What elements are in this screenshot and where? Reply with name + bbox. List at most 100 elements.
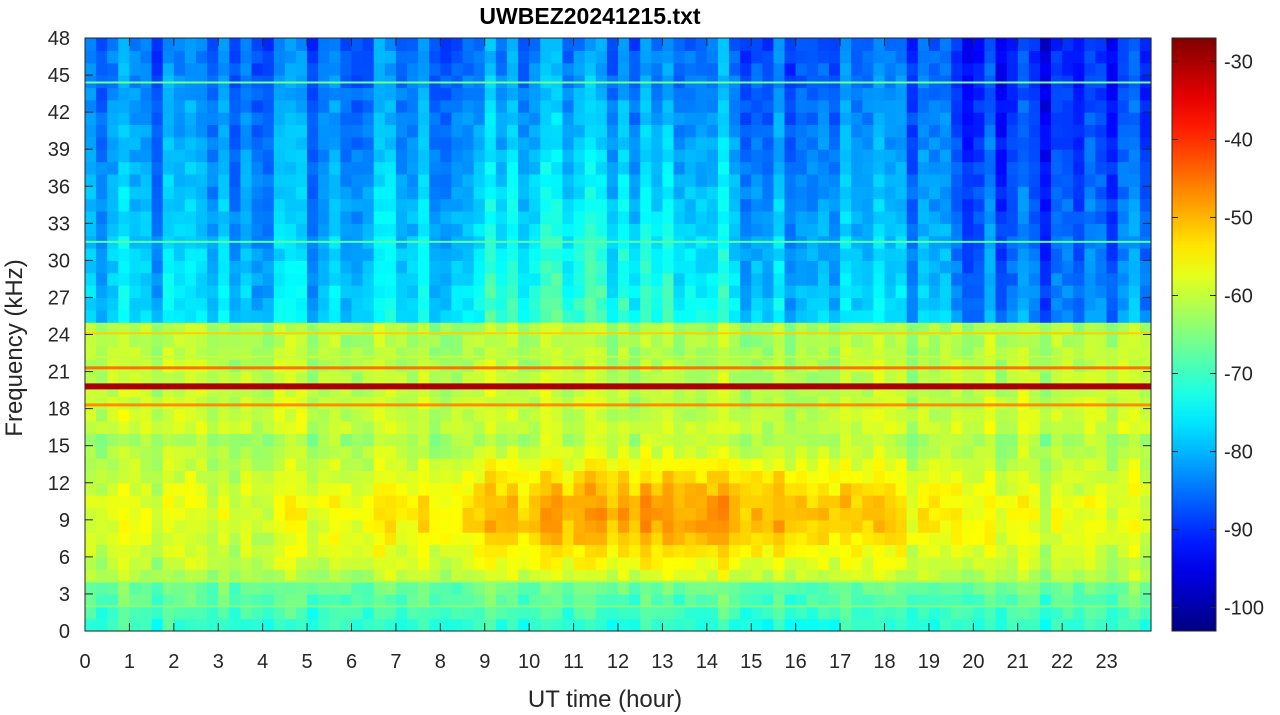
heatmap-cell bbox=[307, 136, 319, 150]
heatmap-cell bbox=[1106, 433, 1119, 447]
heatmap-cell bbox=[506, 482, 519, 496]
heatmap-cell bbox=[240, 606, 253, 620]
heatmap-cell bbox=[1039, 38, 1052, 51]
heatmap-cell bbox=[940, 186, 952, 200]
heatmap-cell bbox=[684, 248, 697, 261]
heatmap-cell bbox=[606, 618, 619, 632]
heatmap-cell bbox=[362, 383, 375, 397]
heatmap-cell bbox=[751, 445, 763, 459]
heatmap-cell bbox=[318, 248, 330, 261]
heatmap-cell bbox=[773, 322, 786, 336]
heatmap-cell bbox=[1128, 593, 1141, 607]
heatmap-cell bbox=[518, 346, 530, 360]
heatmap-cell bbox=[862, 532, 874, 546]
heatmap-cell bbox=[162, 149, 175, 163]
heatmap-cell bbox=[817, 371, 830, 385]
heatmap-cell bbox=[973, 445, 986, 459]
heatmap-cell bbox=[1095, 38, 1108, 51]
heatmap-cell bbox=[151, 136, 164, 150]
heatmap-cell bbox=[673, 569, 686, 583]
heatmap-cell bbox=[529, 420, 541, 434]
heatmap-cell bbox=[1006, 334, 1019, 348]
heatmap-cell bbox=[740, 556, 752, 570]
heatmap-cell bbox=[840, 458, 852, 471]
heatmap-cell bbox=[1139, 445, 1152, 459]
heatmap-cell bbox=[1006, 470, 1019, 484]
heatmap-cell bbox=[307, 383, 319, 397]
heatmap-cell bbox=[618, 272, 630, 286]
heatmap-cell bbox=[518, 161, 530, 175]
heatmap-cell bbox=[851, 433, 863, 447]
heatmap-cell bbox=[706, 62, 719, 76]
heatmap-cell bbox=[218, 458, 230, 471]
heatmap-cell bbox=[384, 322, 397, 336]
heatmap-cell bbox=[595, 223, 608, 237]
heatmap-cell bbox=[340, 223, 353, 237]
heatmap-cell bbox=[551, 569, 564, 583]
heatmap-cell bbox=[207, 124, 219, 138]
heatmap-cell bbox=[262, 186, 275, 200]
heatmap-cell bbox=[540, 569, 552, 583]
heatmap-cell bbox=[1139, 112, 1152, 126]
heatmap-cell bbox=[695, 618, 708, 632]
heatmap-cell bbox=[118, 507, 131, 521]
heatmap-cell bbox=[329, 556, 341, 570]
heatmap-cell bbox=[307, 495, 319, 509]
heatmap-cell bbox=[1017, 38, 1030, 51]
heatmap-cell bbox=[562, 544, 575, 558]
heatmap-cell bbox=[362, 210, 375, 224]
heatmap-cell bbox=[440, 396, 453, 410]
heatmap-cell bbox=[884, 470, 897, 484]
heatmap-cell bbox=[840, 272, 852, 286]
y-tick-label: 0 bbox=[59, 621, 70, 643]
heatmap-cell bbox=[318, 408, 330, 422]
heatmap-cell bbox=[562, 248, 575, 261]
colorbar-tick-label: -100 bbox=[1224, 598, 1264, 620]
heatmap-cell bbox=[1006, 507, 1019, 521]
heatmap-cell bbox=[984, 62, 997, 76]
heatmap-cell bbox=[840, 297, 852, 311]
heatmap-cell bbox=[318, 198, 330, 212]
heatmap-cell bbox=[618, 149, 630, 163]
heatmap-cell bbox=[318, 112, 330, 126]
heatmap-cell bbox=[85, 322, 97, 336]
heatmap-cell bbox=[606, 322, 619, 336]
heatmap-cell bbox=[229, 495, 242, 509]
heatmap-cell bbox=[473, 112, 486, 126]
heatmap-cell bbox=[184, 322, 197, 336]
heatmap-cell bbox=[828, 371, 841, 385]
heatmap-cell bbox=[451, 544, 464, 558]
heatmap-cell bbox=[1106, 38, 1119, 51]
heatmap-cell bbox=[573, 618, 586, 632]
heatmap-cell bbox=[162, 519, 175, 533]
heatmap-cell bbox=[1073, 359, 1085, 373]
heatmap-cell bbox=[462, 507, 475, 521]
heatmap-cell bbox=[651, 272, 664, 286]
heatmap-cell bbox=[85, 149, 97, 163]
heatmap-cell bbox=[751, 260, 763, 274]
heatmap-cell bbox=[806, 445, 819, 459]
heatmap-cell bbox=[851, 445, 863, 459]
heatmap-cell bbox=[518, 272, 530, 286]
heatmap-cell bbox=[573, 38, 586, 51]
heatmap-cell bbox=[706, 346, 719, 360]
heatmap-cell bbox=[440, 482, 453, 496]
heatmap-cell bbox=[684, 359, 697, 373]
heatmap-cell bbox=[462, 87, 475, 101]
heatmap-cell bbox=[1095, 87, 1108, 101]
heatmap-cell bbox=[851, 297, 863, 311]
heatmap-cell bbox=[295, 495, 308, 509]
heatmap-cell bbox=[629, 408, 641, 422]
heatmap-cell bbox=[762, 569, 775, 583]
heatmap-cell bbox=[118, 383, 131, 397]
heatmap-cell bbox=[1084, 248, 1097, 261]
heatmap-cell bbox=[1117, 519, 1130, 533]
heatmap-cell bbox=[96, 544, 108, 558]
heatmap-cell bbox=[162, 556, 175, 570]
heatmap-cell bbox=[451, 420, 464, 434]
heatmap-cell bbox=[717, 210, 730, 224]
heatmap-cell bbox=[129, 210, 142, 224]
heatmap-cell bbox=[407, 272, 419, 286]
heatmap-cell bbox=[584, 136, 597, 150]
heatmap-cell bbox=[184, 186, 197, 200]
